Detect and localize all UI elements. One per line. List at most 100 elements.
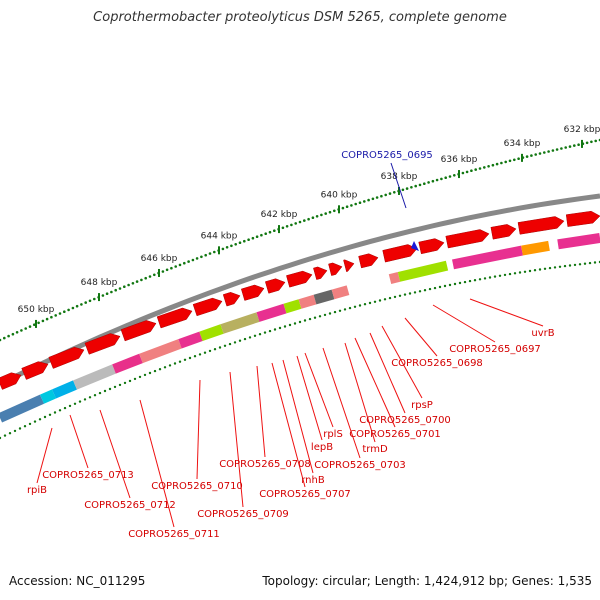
inner-tick-dot xyxy=(153,369,157,373)
inner-tick-dot xyxy=(558,265,562,268)
tick-dot xyxy=(401,188,405,192)
highlight-gene-label: COPRO5265_0695 xyxy=(341,150,433,161)
gene-label: trmD xyxy=(362,444,388,455)
label-leader xyxy=(282,359,314,474)
inner-tick-dot xyxy=(483,277,487,280)
inner-tick-dot xyxy=(308,317,312,321)
tick-dot xyxy=(165,268,169,272)
tick-dot xyxy=(140,278,143,282)
tick-dot xyxy=(568,145,572,148)
inner-tick-dot xyxy=(53,411,57,414)
inner-tick-dot xyxy=(453,282,457,286)
tick-dot xyxy=(247,238,250,241)
tick-dot xyxy=(170,266,173,270)
tick-labels: 632 kbp 634 kbp 636 kbp 638 kbp 640 kbp 642 k… xyxy=(18,125,600,315)
cog-block xyxy=(313,289,335,305)
inner-tick-dot xyxy=(303,319,307,322)
tick-dot xyxy=(453,174,456,177)
inner-tick-dot xyxy=(23,425,27,428)
inner-tick-dot xyxy=(363,303,367,306)
inner-tick-dot xyxy=(588,261,592,265)
tick-label: 642 kbp xyxy=(261,210,298,220)
inner-tick-dot xyxy=(433,286,437,290)
tick-dot xyxy=(307,217,310,221)
tick-dot xyxy=(585,141,589,145)
cog-block xyxy=(557,233,600,250)
inner-tick-dot xyxy=(338,309,342,312)
tick-dot xyxy=(367,198,370,202)
inner-tick-dot xyxy=(128,379,132,383)
tick-label: 636 kbp xyxy=(441,155,478,165)
inner-tick-dot xyxy=(253,334,257,337)
cog-block xyxy=(452,245,523,270)
tick-label: 632 kbp xyxy=(564,125,600,135)
label-leader xyxy=(99,409,131,499)
tick-dot xyxy=(380,194,383,198)
gene-label: lepB xyxy=(311,442,333,453)
inner-tick-dot xyxy=(93,394,97,397)
gene-label: COPRO5265_0711 xyxy=(128,529,220,540)
inner-tick-dot xyxy=(408,292,412,295)
inner-tick-dot xyxy=(238,339,242,342)
inner-tick-dot xyxy=(373,300,377,303)
tick-label: 640 kbp xyxy=(321,190,358,200)
tick-dot xyxy=(487,165,490,168)
tick-dot xyxy=(410,186,413,189)
inner-tick-dot xyxy=(233,341,237,344)
tick-dot xyxy=(500,161,503,165)
tick-dot xyxy=(495,162,499,166)
tick-dot xyxy=(427,181,430,184)
inner-tick-dot xyxy=(188,356,192,360)
tick-dot xyxy=(513,158,516,162)
gene-arrow xyxy=(0,372,22,390)
tick-dot xyxy=(517,157,520,160)
inner-tick-dot xyxy=(393,295,397,299)
gene-label: COPRO5265_0698 xyxy=(391,358,483,369)
tick-dot xyxy=(470,169,473,172)
tick-dot xyxy=(405,187,409,190)
inner-tick-dot xyxy=(443,284,447,288)
cog-block xyxy=(220,312,260,334)
inner-tick-dot xyxy=(468,279,472,283)
inner-tick-dot xyxy=(318,315,322,318)
tick-dot xyxy=(75,304,79,308)
inner-tick-dot xyxy=(508,272,512,276)
inner-tick-dot xyxy=(118,383,122,387)
inner-tick-dot xyxy=(138,375,142,379)
tick-dot xyxy=(590,140,593,144)
tick-dot xyxy=(478,167,482,170)
tick-dot xyxy=(324,212,328,215)
inner-tick-dot xyxy=(88,396,92,399)
tick-dot xyxy=(260,233,263,237)
inner-tick-dot xyxy=(328,312,332,315)
tick-dot xyxy=(423,182,426,185)
label-leader xyxy=(139,399,175,528)
cog-block xyxy=(112,353,143,374)
tick-dot xyxy=(3,336,6,340)
inner-tick-dot xyxy=(208,349,212,353)
inner-tick-dot xyxy=(63,406,67,410)
tick-dot xyxy=(350,204,353,207)
tick-dot xyxy=(560,147,563,150)
gene-label: rpsP xyxy=(411,400,433,411)
tick-dot xyxy=(573,144,576,147)
genome-backbone xyxy=(0,193,600,387)
tick-dot xyxy=(101,294,105,297)
tick-dot xyxy=(110,290,113,294)
cog-block xyxy=(256,303,287,322)
tick-dot xyxy=(50,315,53,319)
inner-tick-dot xyxy=(68,404,72,408)
inner-tick-dot xyxy=(458,281,462,285)
gene-arrow xyxy=(240,284,265,301)
tick-dot xyxy=(375,196,379,199)
tick-dot xyxy=(213,250,216,254)
inner-tick-dot xyxy=(163,366,167,369)
tick-dot xyxy=(80,303,83,306)
inner-tick-dot xyxy=(193,355,197,358)
gene-arrow xyxy=(418,238,445,255)
inner-tick-dot xyxy=(528,269,532,273)
tick-label: 646 kbp xyxy=(141,254,178,264)
cog-block xyxy=(40,389,56,404)
inner-tick-dot xyxy=(333,310,337,314)
inner-tick-dot xyxy=(288,323,292,327)
